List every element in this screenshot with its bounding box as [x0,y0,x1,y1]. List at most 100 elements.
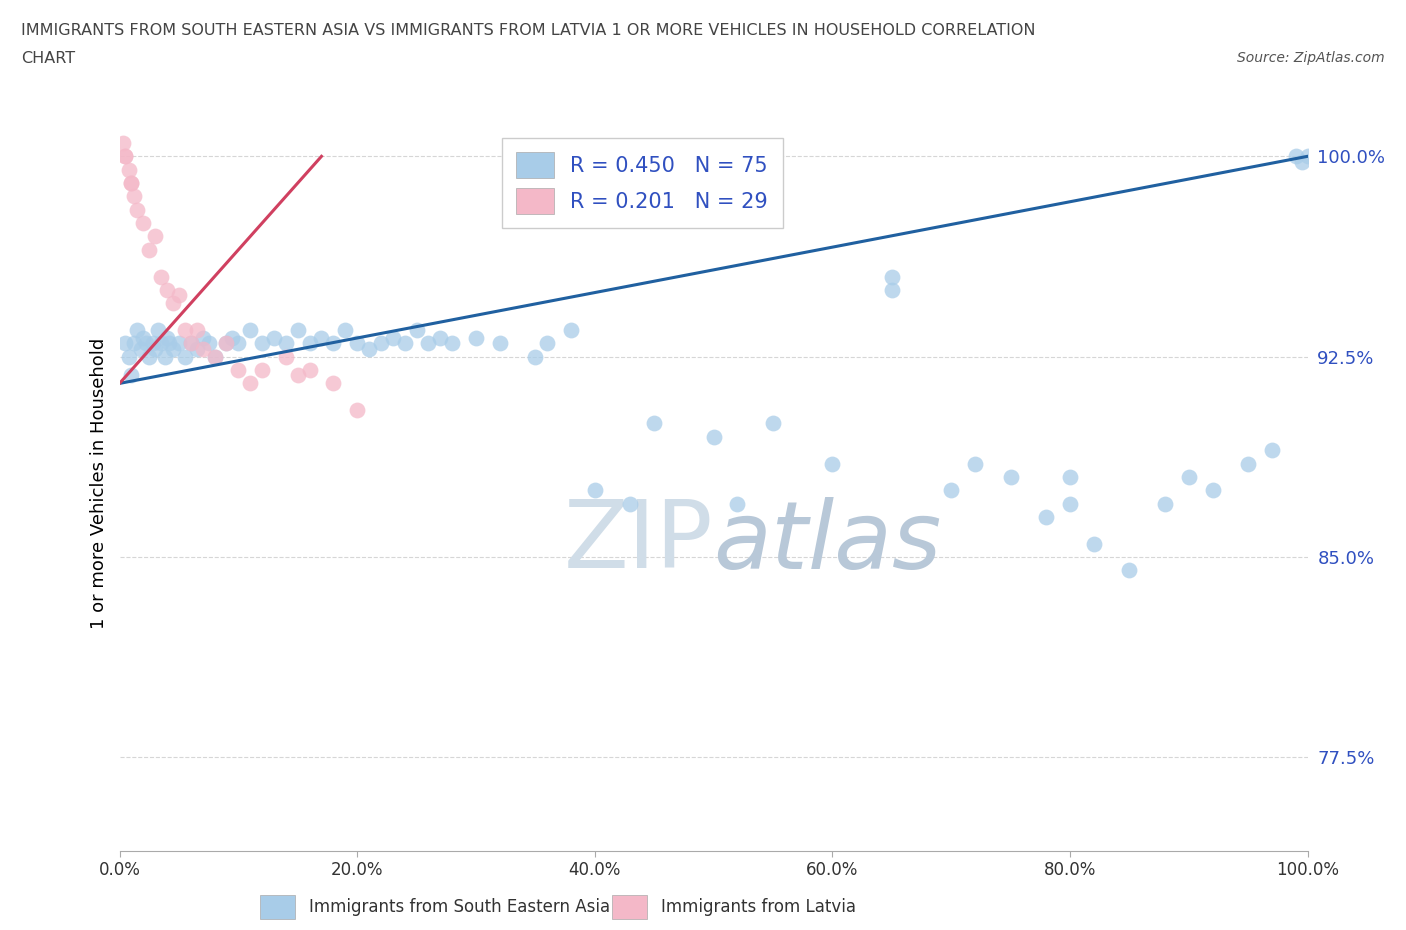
Point [239,376,262,391]
Point [880,269,903,284]
Point [156,283,179,298]
Point [1059,470,1081,485]
Point [1000,470,1022,485]
Point [204,350,226,365]
Point [263,330,285,345]
Point [186,341,208,356]
Point [1261,443,1284,458]
Point [298,363,321,378]
Point [180,336,202,351]
Point [156,330,179,345]
Point [287,323,309,338]
Point [1035,510,1057,525]
Point [346,403,368,418]
Point [357,341,380,356]
Text: CHART: CHART [21,51,75,66]
Point [221,330,243,345]
Point [1291,154,1313,169]
Point [138,243,160,258]
Point [197,336,219,351]
Point [153,350,176,365]
Point [880,283,903,298]
Point [122,189,145,204]
Point [465,330,488,345]
Text: Immigrants from Latvia: Immigrants from Latvia [661,897,856,916]
Point [335,323,357,338]
Point [118,162,141,177]
Point [173,350,195,365]
Point [762,416,785,431]
Legend: R = 0.450   N = 75, R = 0.201   N = 29: R = 0.450 N = 75, R = 0.201 N = 29 [502,138,783,228]
Point [441,336,464,351]
Point [524,350,547,365]
Point [150,269,173,284]
Point [118,350,141,365]
Point [1296,149,1319,164]
Point [250,336,273,351]
Point [228,336,250,351]
Point [228,363,250,378]
Point [725,497,748,512]
Point [963,456,986,471]
Point [1118,563,1140,578]
Point [1201,483,1223,498]
Point [1178,470,1201,485]
Point [488,336,510,351]
Point [191,330,214,345]
Point [112,136,135,151]
Point [346,336,368,351]
Point [146,323,169,338]
Point [143,341,166,356]
Point [150,336,173,351]
Point [122,336,145,351]
Point [703,430,725,445]
Point [167,336,190,351]
Point [114,149,136,164]
Point [162,341,184,356]
Point [142,336,165,351]
Point [298,336,321,351]
Point [1059,497,1081,512]
Point [215,336,238,351]
Y-axis label: 1 or more Vehicles in Household: 1 or more Vehicles in Household [90,338,108,630]
Point [114,336,136,351]
Point [215,336,238,351]
Point [250,363,273,378]
Point [322,336,344,351]
Point [821,456,844,471]
Point [394,336,416,351]
Point [204,350,226,365]
Point [381,330,404,345]
Point [120,176,142,191]
Point [114,149,136,164]
Point [274,350,297,365]
Text: IMMIGRANTS FROM SOUTH EASTERN ASIA VS IMMIGRANTS FROM LATVIA 1 OR MORE VEHICLES : IMMIGRANTS FROM SOUTH EASTERN ASIA VS IM… [21,23,1036,38]
Point [322,376,344,391]
Point [311,330,333,345]
Text: ZIP: ZIP [564,497,714,589]
Point [162,296,184,311]
Point [1237,456,1260,471]
Point [274,336,297,351]
Point [643,416,665,431]
Point [120,368,142,383]
Point [536,336,558,351]
Point [941,483,963,498]
Point [127,203,149,218]
Point [167,287,190,302]
Point [143,229,166,244]
Point [287,368,309,383]
Point [429,330,451,345]
Text: Immigrants from South Eastern Asia: Immigrants from South Eastern Asia [309,897,610,916]
Point [239,323,262,338]
Point [619,497,641,512]
Point [157,336,180,351]
Point [186,323,208,338]
Text: atlas: atlas [714,497,942,588]
Point [132,330,155,345]
Point [418,336,440,351]
Point [1285,149,1308,164]
Point [129,341,152,356]
Point [1154,497,1177,512]
Point [138,350,160,365]
